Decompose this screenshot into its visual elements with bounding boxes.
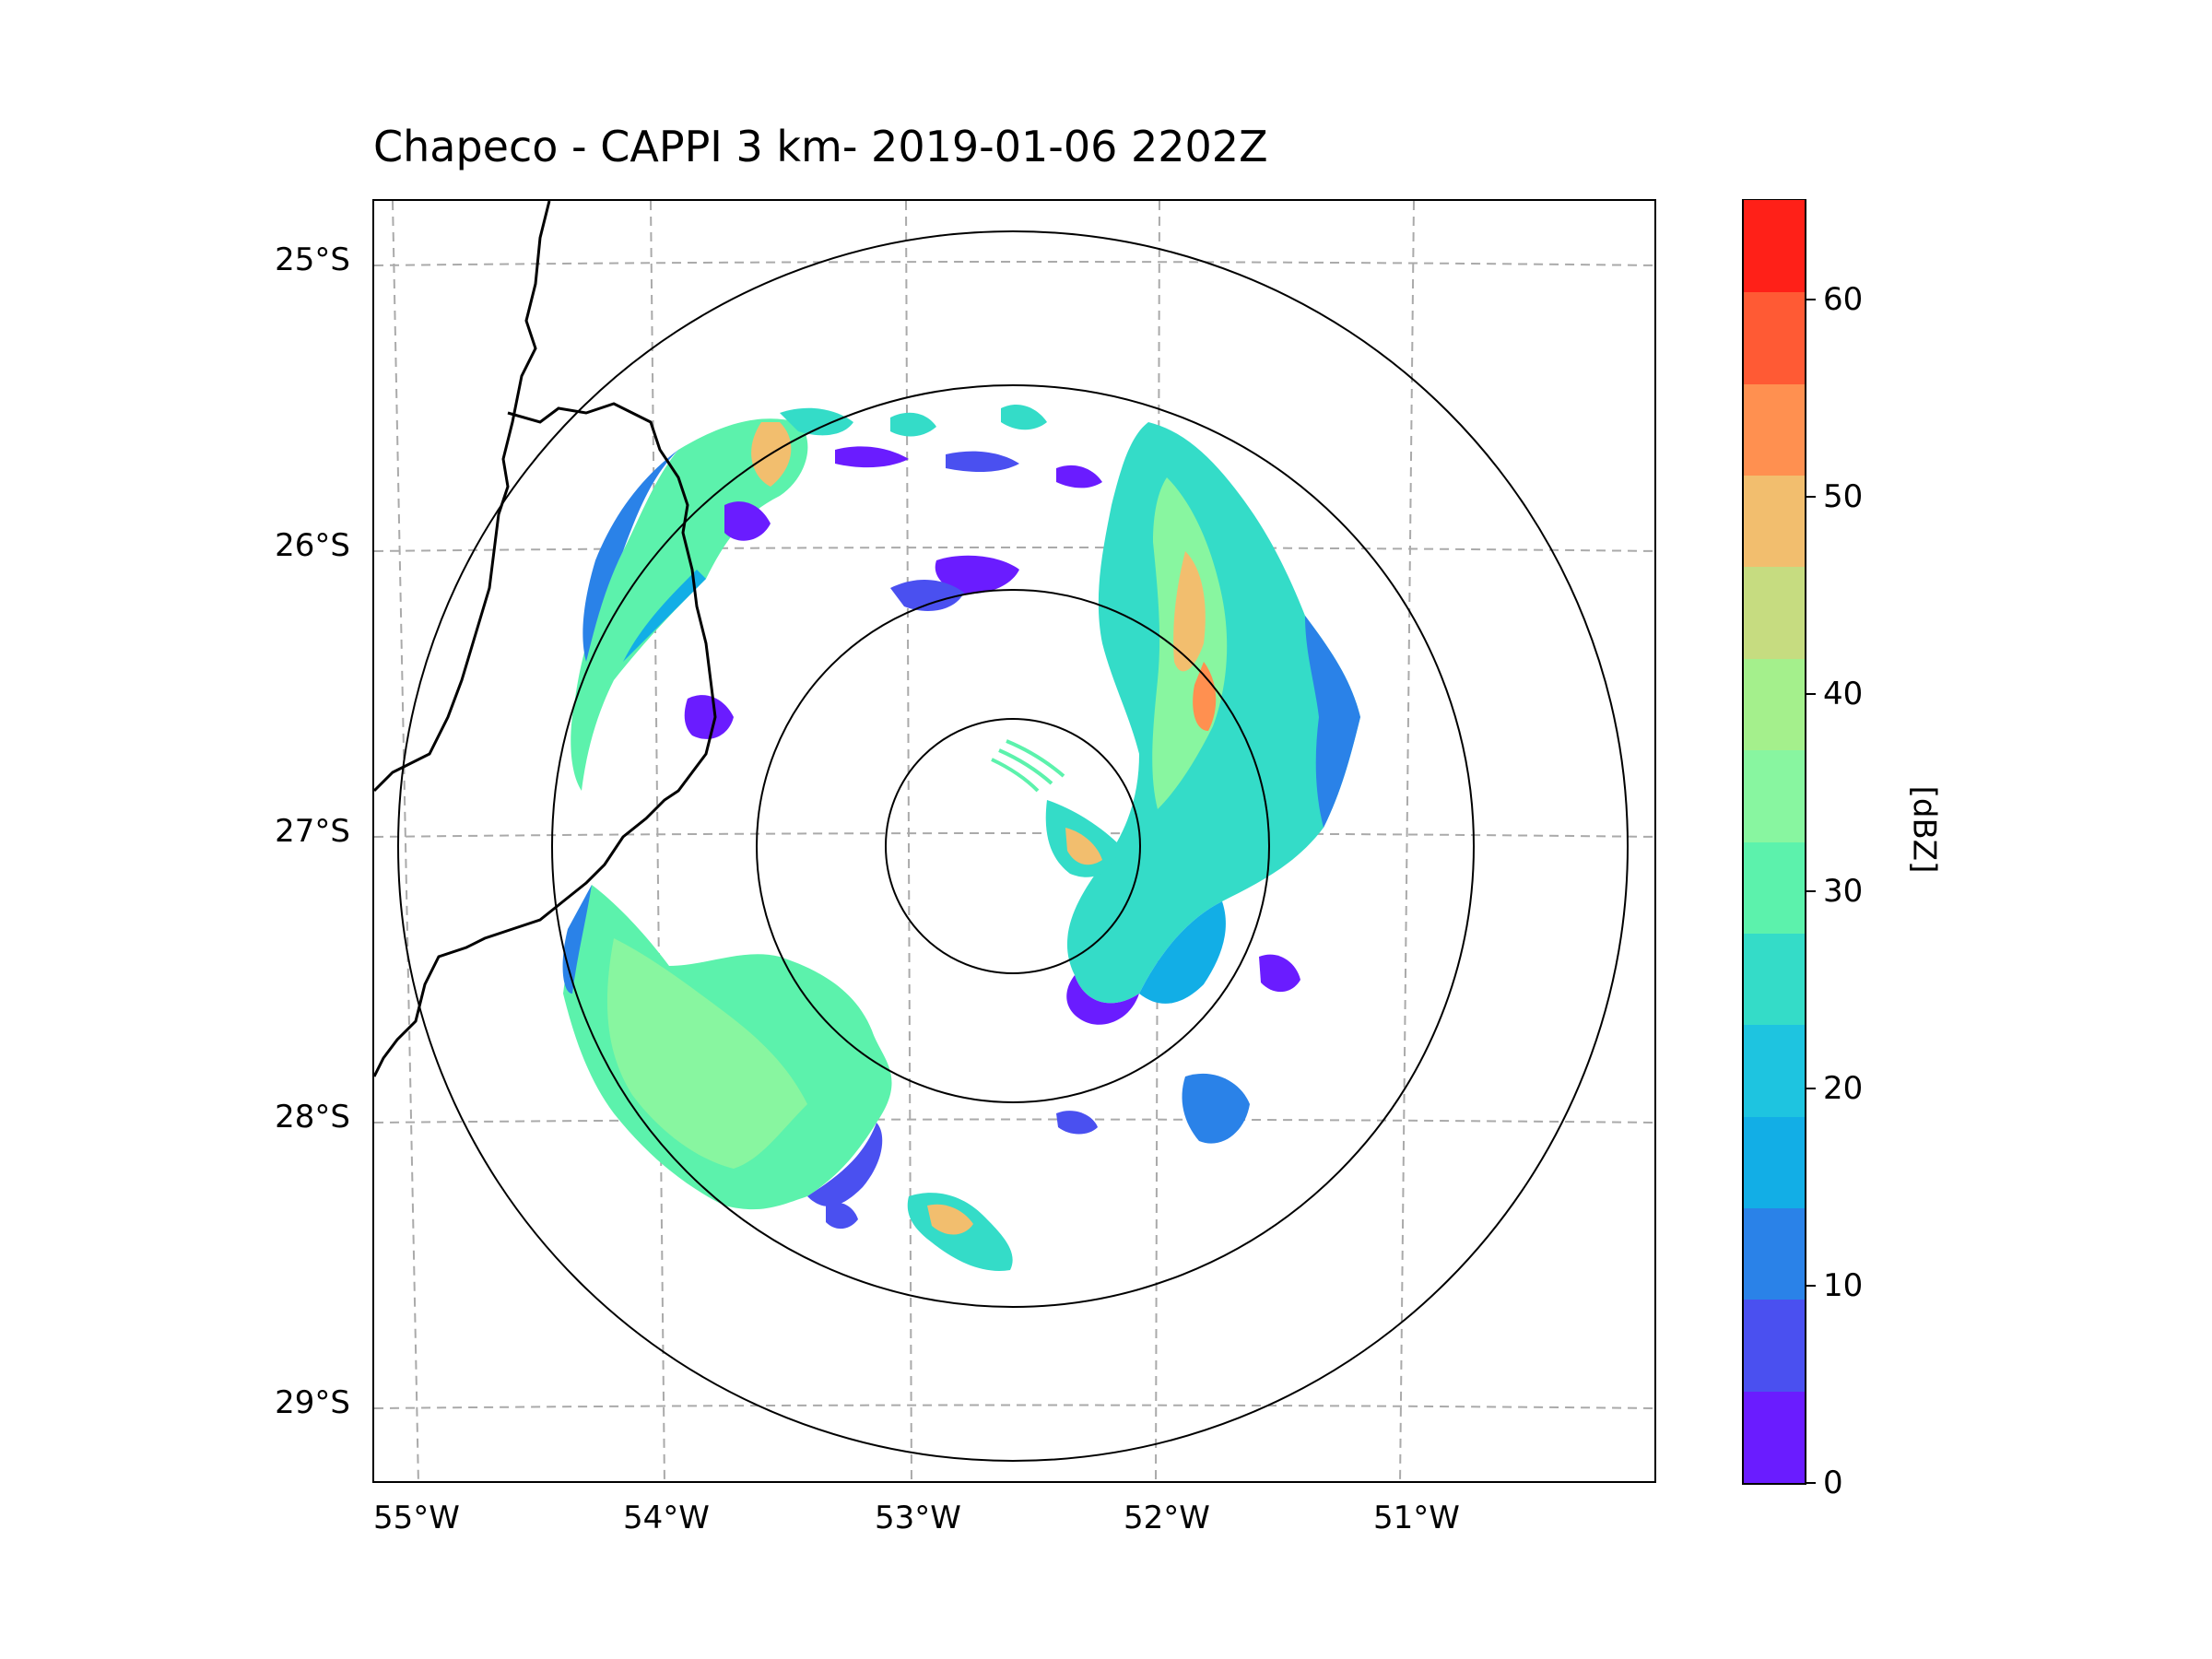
- colorbar-tick: [1806, 1482, 1816, 1484]
- colorbar-segment: [1744, 1390, 1805, 1483]
- gridline-lon-55: [392, 201, 419, 1481]
- colorbar: [1742, 199, 1806, 1485]
- gridline-lon-51: [1399, 201, 1415, 1481]
- radar-map[interactable]: [372, 199, 1656, 1483]
- border-state-sc: [374, 402, 717, 1077]
- colorbar-segment: [1744, 1115, 1805, 1208]
- colorbar-segment: [1744, 475, 1805, 568]
- colorbar-tick: [1806, 693, 1816, 695]
- borders: [374, 201, 717, 1077]
- gridline-lon-52: [1155, 201, 1160, 1481]
- lat-label-27: 27°S: [275, 813, 350, 850]
- colorbar-segment: [1744, 749, 1805, 842]
- lon-label-52: 52°W: [1124, 1500, 1210, 1536]
- colorbar-tick-label: 40: [1823, 676, 1864, 712]
- colorbar-segment: [1744, 932, 1805, 1026]
- gridline-lon-53: [905, 201, 912, 1481]
- gridlines: [374, 201, 1654, 1481]
- colorbar-segment: [1744, 1024, 1805, 1117]
- range-rings: [397, 230, 1629, 1462]
- colorbar-segment: [1744, 657, 1805, 751]
- gridline-lat-25: [374, 261, 1654, 266]
- colorbar-tick: [1806, 1088, 1816, 1089]
- gridline-lat-27: [374, 832, 1654, 838]
- gridline-lat-26: [374, 547, 1654, 552]
- colorbar-title: [dBZ]: [1905, 785, 1943, 874]
- colorbar-segment: [1744, 200, 1805, 293]
- colorbar-tick-label: 20: [1823, 1070, 1864, 1107]
- colorbar-segment: [1744, 841, 1805, 934]
- radar-svg: [374, 201, 1654, 1481]
- gridline-lon-54: [650, 201, 665, 1481]
- colorbar-tick: [1806, 299, 1816, 300]
- gridline-lat-28: [374, 1118, 1654, 1124]
- lon-label-51: 51°W: [1373, 1500, 1460, 1536]
- colorbar-tick: [1806, 890, 1816, 892]
- colorbar-tick-label: 10: [1823, 1267, 1864, 1304]
- center-clutter: [991, 739, 1065, 793]
- colorbar-segment: [1744, 291, 1805, 384]
- lon-label-55: 55°W: [373, 1500, 460, 1536]
- colorbar-tick-label: 30: [1823, 873, 1864, 910]
- colorbar-segment: [1744, 1299, 1805, 1392]
- lat-label-26: 26°S: [275, 527, 350, 564]
- colorbar-tick-label: 0: [1823, 1465, 1843, 1501]
- colorbar-tick: [1806, 1285, 1816, 1287]
- lat-label-28: 28°S: [275, 1099, 350, 1135]
- colorbar-tick-label: 60: [1823, 281, 1864, 318]
- colorbar-tick-label: 50: [1823, 478, 1864, 515]
- colorbar-segment: [1744, 1206, 1805, 1300]
- colorbar-segment: [1744, 566, 1805, 659]
- colorbar-tick: [1806, 496, 1816, 498]
- chart-title: Chapeco - CAPPI 3 km- 2019-01-06 2202Z: [373, 122, 1268, 171]
- lon-label-54: 54°W: [623, 1500, 710, 1536]
- lon-label-53: 53°W: [875, 1500, 961, 1536]
- lat-label-29: 29°S: [275, 1384, 350, 1421]
- colorbar-segment: [1744, 382, 1805, 477]
- gridline-lat-29: [374, 1404, 1654, 1409]
- border-west-argentina: [374, 201, 551, 793]
- lat-label-25: 25°S: [275, 241, 350, 278]
